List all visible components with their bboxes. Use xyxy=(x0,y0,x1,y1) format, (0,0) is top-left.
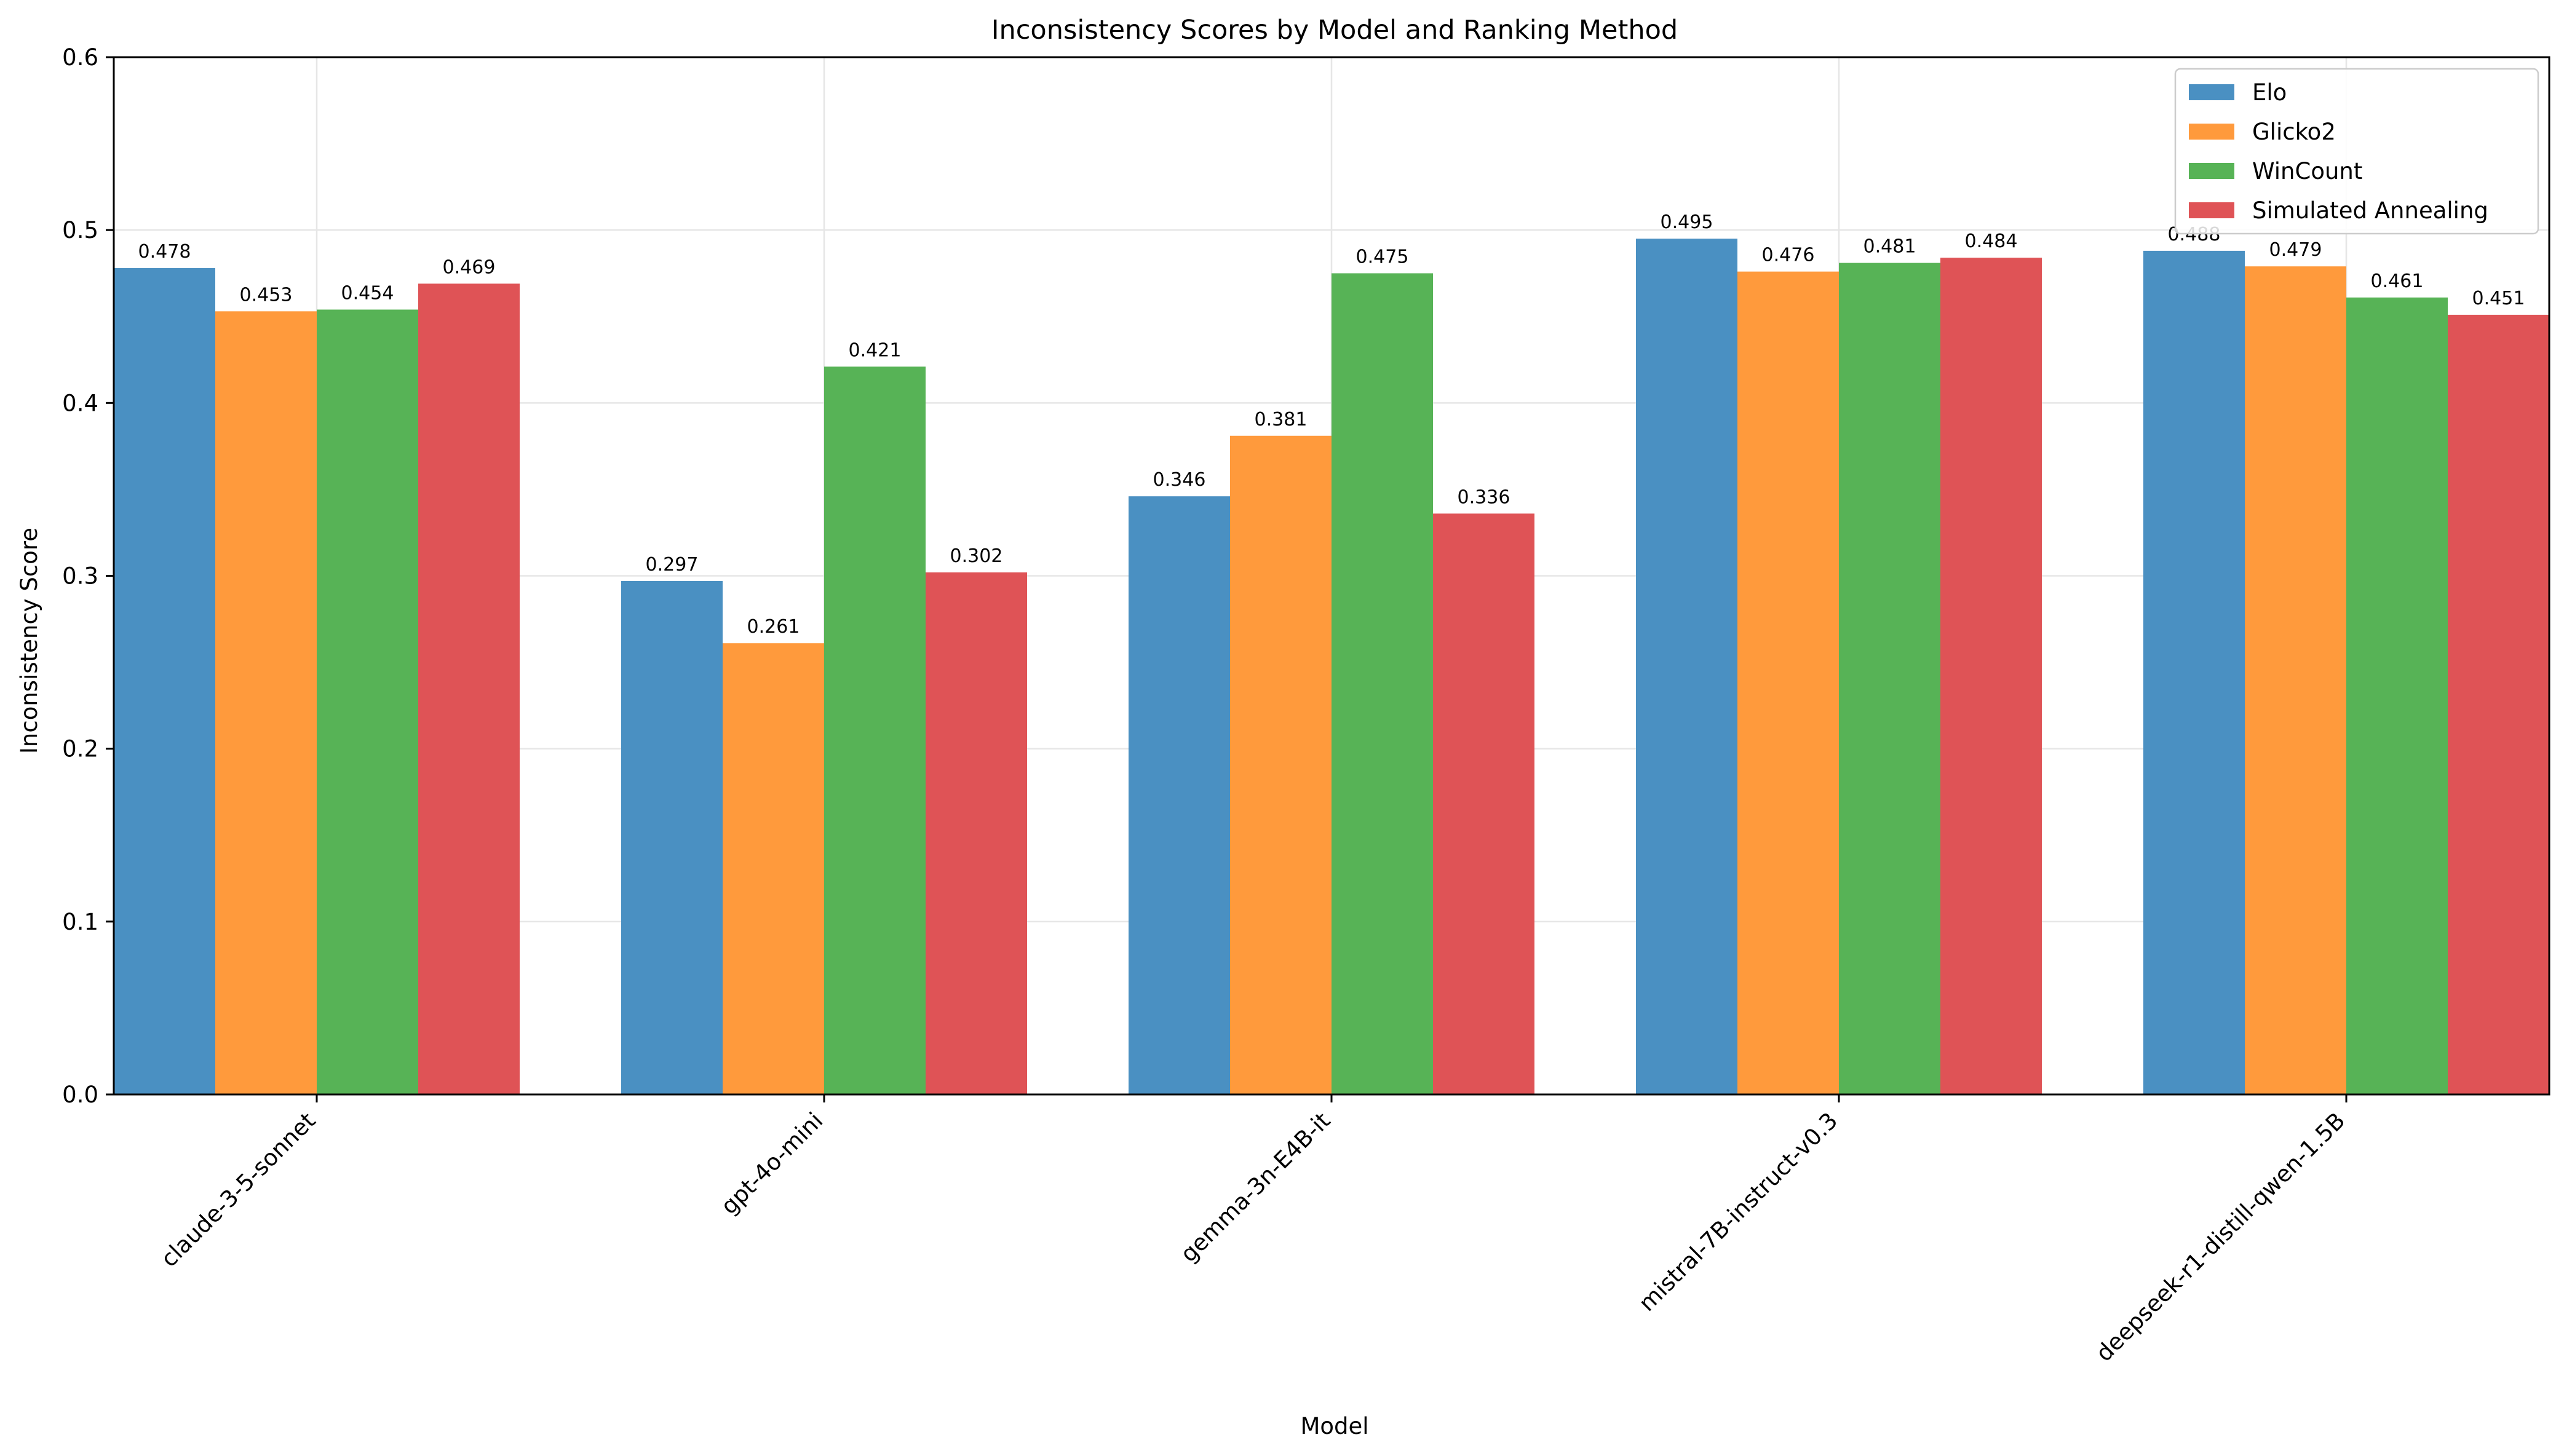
y-axis-label: Inconsistency Score xyxy=(16,528,42,754)
bar-value-label: 0.451 xyxy=(2472,288,2525,309)
bar-value-label: 0.261 xyxy=(747,616,800,638)
legend-label: Simulated Annealing xyxy=(2252,197,2488,224)
bar xyxy=(824,366,926,1094)
y-tick-label: 0.4 xyxy=(62,390,98,416)
bar-value-label: 0.461 xyxy=(2371,271,2424,292)
bar-value-label: 0.478 xyxy=(138,241,191,263)
legend-swatch xyxy=(2189,163,2234,179)
bar xyxy=(1332,273,1433,1094)
legend-label: Elo xyxy=(2252,79,2287,106)
x-tick-label: gpt-4o-mini xyxy=(716,1107,828,1220)
bar xyxy=(215,311,317,1095)
bar-value-label: 0.381 xyxy=(1255,409,1308,430)
bar-value-label: 0.302 xyxy=(950,545,1003,567)
y-axis-ticks: 0.0 0.1 0.2 0.3 0.4 0.5 0.6 xyxy=(62,44,114,1108)
y-tick-label: 0.3 xyxy=(62,563,98,590)
bar-value-label: 0.421 xyxy=(849,339,902,361)
y-tick-label: 0.5 xyxy=(62,217,98,243)
bar-value-label: 0.336 xyxy=(1458,486,1510,508)
bar-value-label: 0.481 xyxy=(1863,236,1916,258)
bar xyxy=(1636,239,1737,1095)
legend-label: Glicko2 xyxy=(2252,119,2336,145)
legend-swatch xyxy=(2189,84,2234,100)
bar-value-label: 0.475 xyxy=(1356,246,1409,267)
chart-title: Inconsistency Scores by Model and Rankin… xyxy=(991,15,1678,46)
y-tick-label: 0.0 xyxy=(62,1082,98,1108)
legend: Elo Glicko2 WinCount Simulated Annealing xyxy=(2174,68,2539,235)
y-tick-label: 0.2 xyxy=(62,736,98,762)
bar xyxy=(114,268,215,1095)
bar-value-label: 0.476 xyxy=(1762,245,1815,266)
legend-box xyxy=(2174,68,2539,235)
x-tick-label: gemma-3n-E4B-it xyxy=(1175,1107,1335,1267)
bar-value-label: 0.479 xyxy=(2269,239,2322,261)
bar xyxy=(1129,496,1230,1094)
bar xyxy=(621,580,723,1094)
bars xyxy=(114,239,2549,1095)
x-tick-label: mistral-7B-instruct-v0.3 xyxy=(1633,1107,1843,1316)
bar xyxy=(926,572,1027,1094)
bar xyxy=(2245,266,2346,1094)
bar-value-label: 0.469 xyxy=(443,256,496,278)
bar-value-label: 0.297 xyxy=(646,554,699,576)
x-tick-label: claude-3-5-sonnet xyxy=(156,1107,320,1272)
bar xyxy=(2346,297,2448,1094)
bar-value-label: 0.453 xyxy=(240,284,293,306)
bar xyxy=(1737,271,1839,1094)
bar xyxy=(1230,435,1332,1094)
y-tick-label: 0.1 xyxy=(62,909,98,935)
value-labels: 0.4780.2970.3460.4950.4880.4530.2610.381… xyxy=(138,212,2525,638)
bar-value-label: 0.484 xyxy=(1965,231,2018,252)
legend-swatch xyxy=(2189,124,2234,140)
bar xyxy=(317,309,418,1095)
x-tick-label: deepseek-r1-distill-qwen-1.5B xyxy=(2091,1107,2351,1367)
bar-value-label: 0.495 xyxy=(1661,212,1713,233)
bar xyxy=(2143,250,2245,1094)
legend-swatch xyxy=(2189,202,2234,218)
x-axis-ticks: claude-3-5-sonnet gpt-4o-mini gemma-3n-E4B… xyxy=(156,1094,2350,1367)
legend-label: WinCount xyxy=(2252,158,2362,184)
bar xyxy=(2448,314,2549,1094)
bar xyxy=(723,643,824,1094)
bar xyxy=(1433,513,1534,1094)
y-tick-label: 0.6 xyxy=(62,44,98,71)
x-axis-label: Model xyxy=(1300,1413,1368,1439)
bar-value-label: 0.454 xyxy=(341,283,394,304)
bar xyxy=(1940,258,2042,1094)
bar xyxy=(418,283,520,1094)
bar-value-label: 0.346 xyxy=(1153,469,1206,491)
bar xyxy=(1839,263,1940,1094)
